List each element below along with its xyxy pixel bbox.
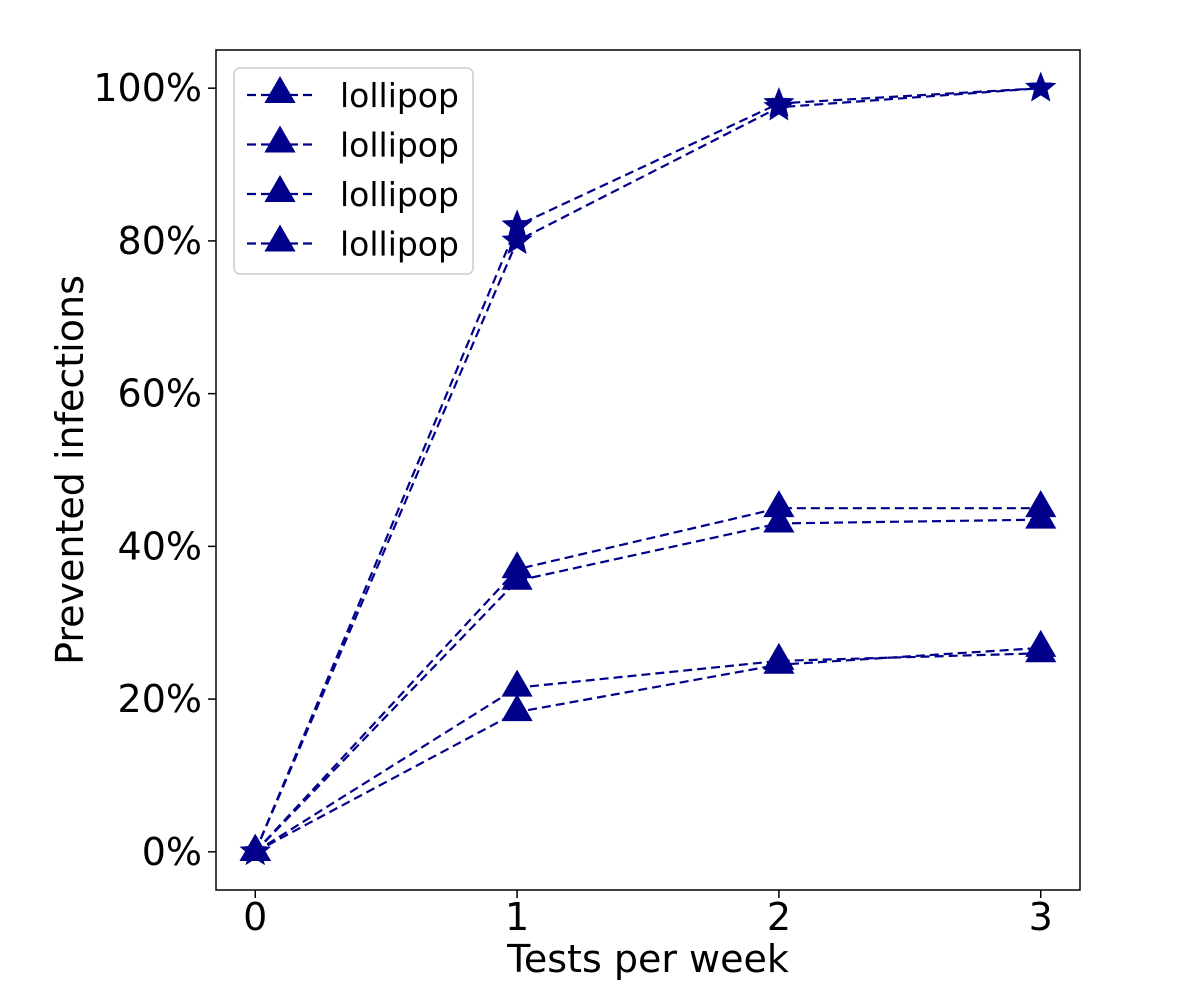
y-tick-label: 100% <box>93 66 202 110</box>
series-3 <box>239 490 1057 861</box>
y-axis-ticks: 0% 20% 40% 60% 80% 100% <box>93 66 216 874</box>
legend-label: lollipop <box>340 126 459 165</box>
series-4 <box>239 501 1057 861</box>
legend-item: lollipop <box>247 75 459 115</box>
x-tick-label: 1 <box>505 895 529 939</box>
y-tick-label: 60% <box>118 372 202 416</box>
legend-triangle-marker <box>264 125 296 153</box>
x-tick-label: 0 <box>243 895 267 939</box>
legend-triangle-marker <box>264 174 296 202</box>
plot-area-frame <box>215 49 1081 891</box>
series-line <box>254 646 1041 853</box>
legend-item: lollipop <box>247 224 459 264</box>
legend-label: lollipop <box>340 76 459 115</box>
y-tick-label: 0% <box>142 830 202 874</box>
triangle-marker <box>239 833 271 861</box>
star-marker <box>501 224 533 255</box>
legend-items: lollipop lollipop lollipop lollipop <box>247 75 459 264</box>
x-tick-label: 2 <box>767 895 791 939</box>
series-6 <box>239 629 1057 861</box>
triangle-marker <box>763 646 795 674</box>
series-line <box>254 507 1041 853</box>
y-tick-label: 40% <box>118 524 202 568</box>
triangle-marker <box>1025 501 1057 529</box>
legend-triangle-marker <box>264 75 296 103</box>
series-line <box>254 87 1041 853</box>
legend-triangle-marker <box>264 224 296 252</box>
star-marker <box>763 90 795 121</box>
y-tick-label: 80% <box>118 219 202 263</box>
x-axis-ticks: 0 1 2 3 <box>243 890 1053 939</box>
legend-label: lollipop <box>340 225 459 264</box>
legend-item: lollipop <box>247 174 459 214</box>
legend: lollipop lollipop lollipop lollipop <box>233 67 474 275</box>
y-axis-title: Prevented infections <box>48 275 92 665</box>
triangle-marker <box>501 669 533 697</box>
x-tick-label: 3 <box>1029 895 1053 939</box>
y-tick-label: 20% <box>118 677 202 721</box>
triangle-marker <box>1025 629 1057 657</box>
triangle-marker <box>501 562 533 590</box>
series-line <box>254 652 1041 853</box>
triangle-marker <box>763 505 795 533</box>
triangle-marker <box>501 694 533 722</box>
series-layer <box>239 71 1057 866</box>
star-marker <box>1025 71 1057 102</box>
legend-item: lollipop <box>247 125 459 165</box>
series-5 <box>239 635 1057 861</box>
legend-label: lollipop <box>340 175 459 214</box>
legend-box <box>233 67 474 275</box>
series-line <box>254 518 1041 853</box>
x-axis-title: Tests per week <box>506 937 789 981</box>
